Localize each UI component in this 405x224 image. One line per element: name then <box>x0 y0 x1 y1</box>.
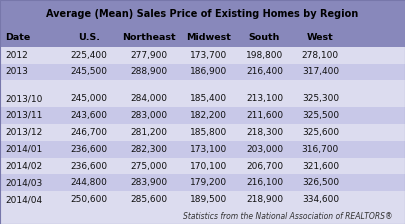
Text: 278,100: 278,100 <box>302 51 339 60</box>
Text: 216,100: 216,100 <box>246 178 283 187</box>
Text: 316,700: 316,700 <box>302 145 339 154</box>
Text: Statistics from the National Association of REALTORS®: Statistics from the National Association… <box>183 212 393 221</box>
Text: 2014/04: 2014/04 <box>5 195 42 204</box>
Text: 2014/01: 2014/01 <box>5 145 42 154</box>
Bar <box>0 64 405 80</box>
Text: 203,000: 203,000 <box>246 145 283 154</box>
Bar <box>0 80 405 90</box>
Text: 245,500: 245,500 <box>70 67 107 76</box>
Text: 245,000: 245,000 <box>70 94 107 103</box>
Text: 211,600: 211,600 <box>246 111 283 120</box>
Bar <box>0 90 405 107</box>
Text: 182,200: 182,200 <box>190 111 227 120</box>
Text: 2013/12: 2013/12 <box>5 128 42 137</box>
Text: 216,400: 216,400 <box>246 67 283 76</box>
Text: Midwest: Midwest <box>186 32 231 42</box>
Text: 250,600: 250,600 <box>70 195 107 204</box>
Text: 321,600: 321,600 <box>302 162 339 170</box>
Text: 285,600: 285,600 <box>130 195 167 204</box>
Text: 277,900: 277,900 <box>130 51 167 60</box>
Text: 246,700: 246,700 <box>70 128 107 137</box>
Text: 325,600: 325,600 <box>302 128 339 137</box>
Text: 326,500: 326,500 <box>302 178 339 187</box>
Text: 275,000: 275,000 <box>130 162 167 170</box>
Text: 185,400: 185,400 <box>190 94 227 103</box>
Bar <box>0 141 405 158</box>
Text: 2013/11: 2013/11 <box>5 111 42 120</box>
Text: 179,200: 179,200 <box>190 178 227 187</box>
Text: 206,700: 206,700 <box>246 162 283 170</box>
Text: 244,800: 244,800 <box>70 178 107 187</box>
Text: 325,300: 325,300 <box>302 94 339 103</box>
Text: West: West <box>307 32 334 42</box>
Text: 185,800: 185,800 <box>190 128 227 137</box>
Text: U.S.: U.S. <box>78 32 100 42</box>
Text: 281,200: 281,200 <box>130 128 167 137</box>
Text: 243,600: 243,600 <box>70 111 107 120</box>
Text: 283,000: 283,000 <box>130 111 167 120</box>
Bar <box>0 191 405 208</box>
Text: 218,900: 218,900 <box>246 195 283 204</box>
Text: 2013: 2013 <box>5 67 28 76</box>
Bar <box>0 174 405 191</box>
Text: South: South <box>249 32 280 42</box>
Text: 198,800: 198,800 <box>246 51 283 60</box>
Bar <box>0 208 405 224</box>
Text: 2013/10: 2013/10 <box>5 94 42 103</box>
Text: 186,900: 186,900 <box>190 67 227 76</box>
Text: 2014/03: 2014/03 <box>5 178 42 187</box>
Text: Northeast: Northeast <box>122 32 175 42</box>
Bar <box>0 124 405 141</box>
Text: 325,500: 325,500 <box>302 111 339 120</box>
Text: 2014/02: 2014/02 <box>5 162 42 170</box>
Text: 317,400: 317,400 <box>302 67 339 76</box>
Text: 2012: 2012 <box>5 51 28 60</box>
Bar <box>0 47 405 64</box>
Text: 213,100: 213,100 <box>246 94 283 103</box>
Text: 218,300: 218,300 <box>246 128 283 137</box>
Bar <box>0 0 405 27</box>
Text: 170,100: 170,100 <box>190 162 227 170</box>
Text: Date: Date <box>5 32 30 42</box>
Text: 282,300: 282,300 <box>130 145 167 154</box>
Text: 225,400: 225,400 <box>70 51 107 60</box>
Bar <box>0 107 405 124</box>
Text: Average (Mean) Sales Price of Existing Homes by Region: Average (Mean) Sales Price of Existing H… <box>47 9 358 19</box>
Bar <box>0 27 405 47</box>
Text: 173,100: 173,100 <box>190 145 227 154</box>
Text: 334,600: 334,600 <box>302 195 339 204</box>
Text: 283,900: 283,900 <box>130 178 167 187</box>
Text: 189,500: 189,500 <box>190 195 227 204</box>
Text: 173,700: 173,700 <box>190 51 227 60</box>
Text: 236,600: 236,600 <box>70 145 107 154</box>
Bar <box>0 158 405 174</box>
Text: 284,000: 284,000 <box>130 94 167 103</box>
Text: 236,600: 236,600 <box>70 162 107 170</box>
Text: 288,900: 288,900 <box>130 67 167 76</box>
